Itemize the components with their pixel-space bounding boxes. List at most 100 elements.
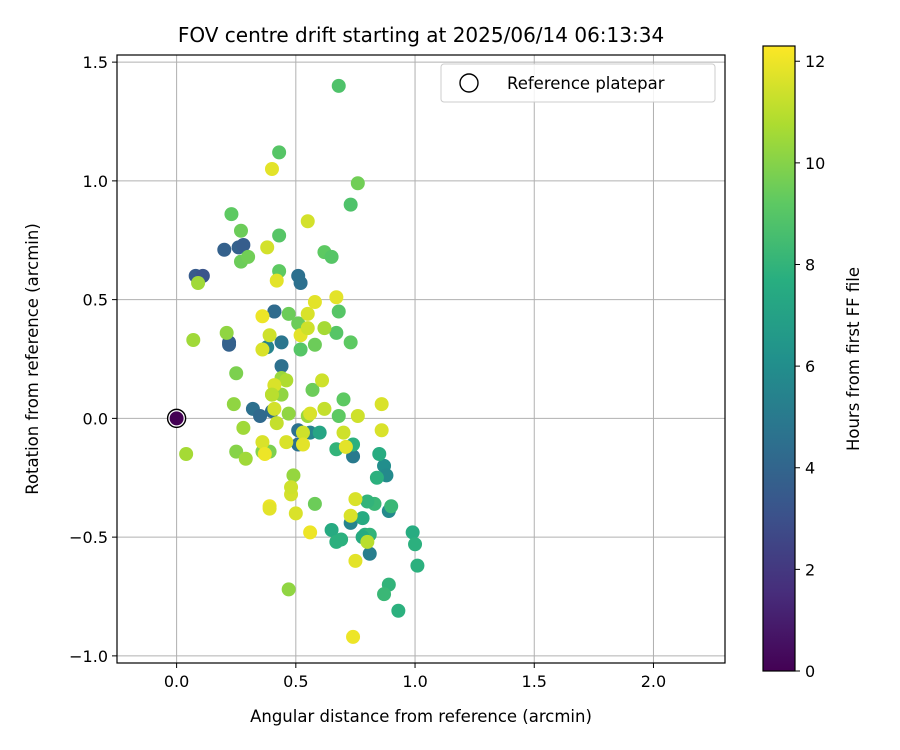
y-axis-ticks: −1.0 −0.5 0.0 0.5 1.0 1.5 (69, 53, 117, 666)
data-point (272, 228, 287, 243)
data-point (293, 342, 308, 357)
data-point (236, 238, 251, 252)
data-point (324, 523, 339, 537)
data-point (295, 425, 310, 440)
x-tick-label: 1.0 (402, 672, 427, 691)
data-point (307, 337, 322, 352)
data-point (257, 447, 272, 461)
data-point (226, 397, 241, 412)
plot-frame (116, 54, 726, 664)
data-point (336, 425, 351, 440)
data-point (300, 306, 315, 321)
data-point (360, 494, 375, 509)
data-point (281, 406, 296, 421)
data-point (300, 321, 315, 336)
grid-lines (117, 55, 725, 663)
data-point (374, 397, 389, 412)
y-tick-label: −0.5 (69, 528, 108, 547)
data-point (286, 468, 301, 483)
reference-point-fill (169, 411, 184, 426)
data-point (217, 242, 232, 257)
data-point (279, 435, 294, 450)
y-axis-label: Rotation from reference (arcmin) (23, 223, 42, 495)
legend-marker-icon (459, 73, 479, 93)
data-point (262, 328, 277, 343)
data-point (269, 273, 284, 288)
colorbar-tick-label: 6 (805, 357, 815, 376)
legend-box (440, 63, 716, 103)
data-point (343, 335, 358, 350)
data-point (331, 409, 346, 423)
data-point (267, 304, 282, 319)
data-point (338, 439, 353, 454)
data-point (229, 444, 244, 459)
x-tick-label: 2.0 (641, 672, 666, 691)
data-point (334, 532, 349, 547)
y-tick-label: 0.5 (83, 291, 108, 310)
data-point (410, 558, 425, 573)
data-point (241, 249, 256, 264)
data-point (264, 162, 279, 176)
data-point (264, 387, 279, 402)
colorbar-tick-label: 0 (805, 662, 815, 681)
data-points (179, 78, 425, 644)
data-point (274, 359, 289, 374)
data-point (279, 373, 294, 388)
data-point (238, 451, 253, 466)
data-point (374, 423, 389, 438)
data-point (369, 470, 384, 485)
data-point (329, 290, 344, 305)
data-point (362, 546, 377, 561)
colorbar-tick-label: 12 (805, 52, 825, 71)
x-axis-ticks: 0.0 0.5 1.0 1.5 2.0 (164, 663, 666, 691)
data-point (284, 480, 299, 495)
x-tick-label: 0.0 (164, 672, 189, 691)
data-point (274, 335, 289, 350)
y-tick-label: 1.5 (83, 53, 108, 72)
data-point (262, 501, 277, 516)
data-point (317, 401, 332, 416)
colorbar (762, 45, 796, 672)
x-axis-label: Angular distance from reference (arcmin) (250, 707, 592, 726)
colorbar-tick-label: 10 (805, 154, 825, 173)
y-tick-label: 1.0 (83, 172, 108, 191)
colorbar-tick-label: 8 (805, 255, 815, 274)
legend: Reference platepar (440, 63, 716, 103)
data-point (317, 321, 332, 336)
data-point (350, 176, 365, 191)
data-point (229, 366, 244, 381)
data-point (255, 342, 270, 357)
data-point (355, 511, 370, 526)
data-point (179, 447, 194, 461)
data-point (391, 603, 406, 618)
data-point (331, 78, 346, 93)
data-point (312, 425, 327, 440)
data-point (253, 409, 268, 423)
reference-point (166, 408, 187, 429)
data-point (269, 416, 284, 431)
data-point (348, 492, 363, 507)
data-point (186, 333, 201, 347)
x-tick-label: 0.5 (283, 672, 308, 691)
data-point (255, 435, 270, 450)
data-point (408, 537, 423, 552)
data-point (343, 508, 358, 523)
data-point (272, 145, 287, 160)
colorbar-ticks: 0 2 4 6 8 10 12 (795, 52, 825, 681)
data-point (303, 406, 318, 421)
data-point (384, 499, 399, 514)
data-point (348, 553, 363, 568)
data-point (350, 409, 365, 423)
data-point (303, 525, 318, 540)
legend-entry-reference-platepar: Reference platepar (507, 74, 665, 93)
data-point (346, 629, 361, 644)
data-point (372, 447, 387, 461)
data-point (267, 401, 282, 416)
data-point (307, 496, 322, 511)
data-point (336, 392, 351, 407)
data-point (300, 214, 315, 229)
data-point (219, 325, 234, 340)
data-point (222, 337, 237, 352)
data-point (360, 534, 375, 549)
